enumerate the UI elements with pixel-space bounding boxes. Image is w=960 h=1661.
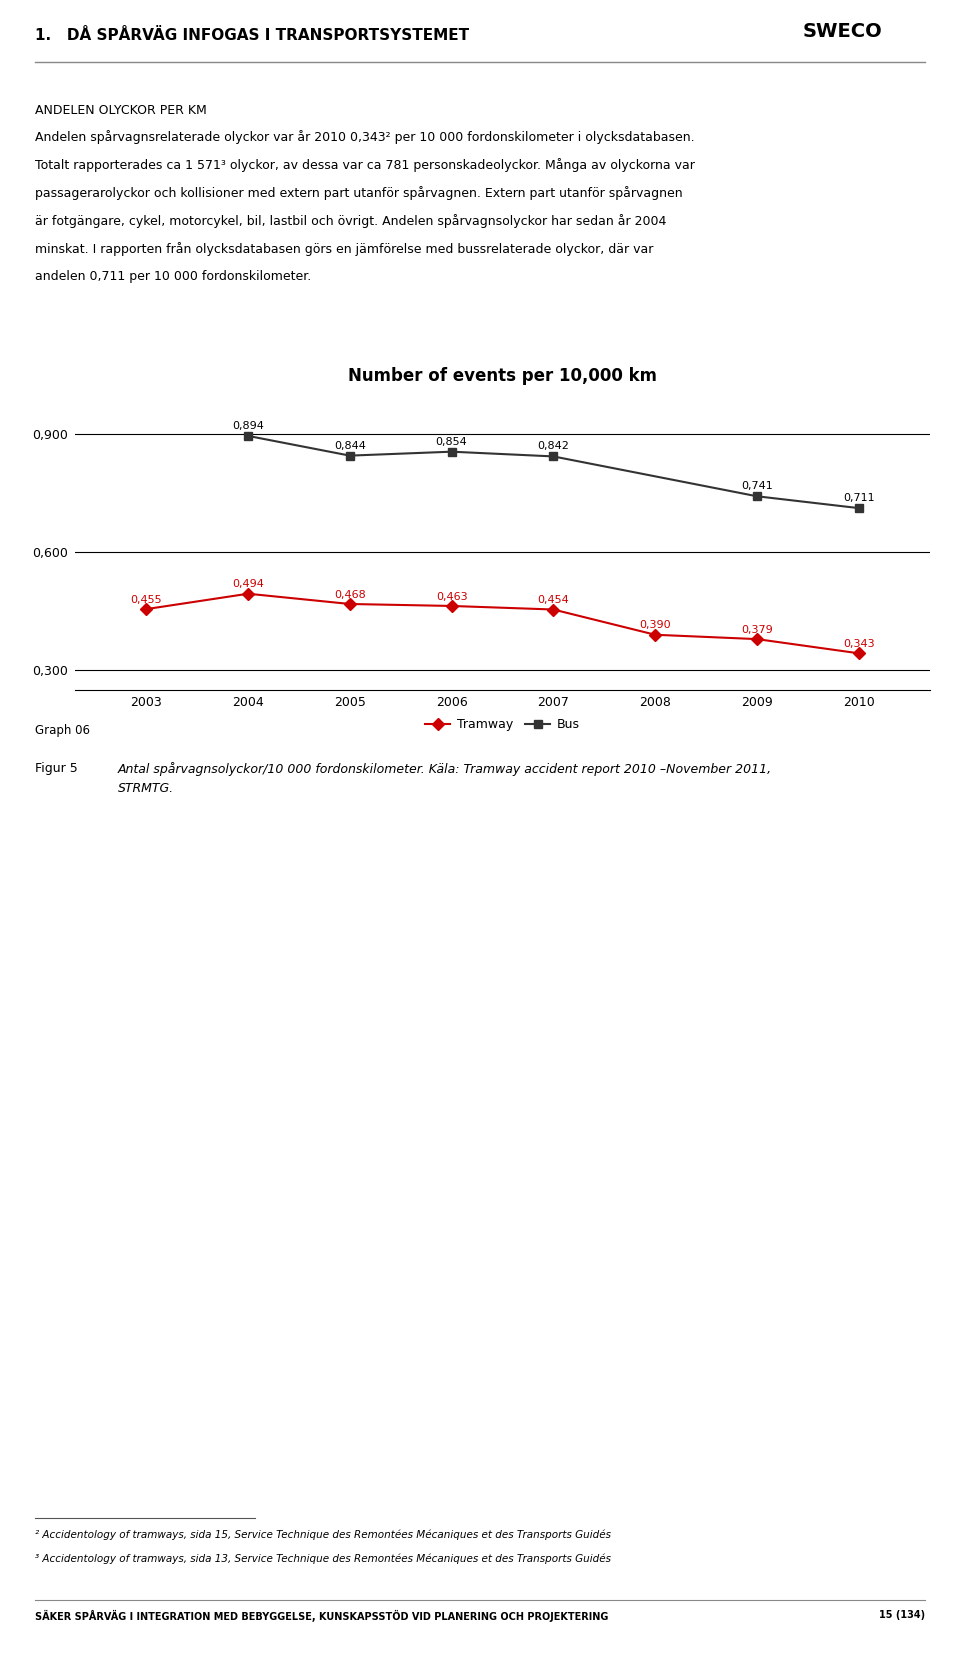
Text: 0,854: 0,854	[436, 437, 468, 447]
Text: 1.   DÅ SPÅRVÄG INFOGAS I TRANSPORTSYSTEMET: 1. DÅ SPÅRVÄG INFOGAS I TRANSPORTSYSTEME…	[35, 28, 469, 43]
Text: 0,741: 0,741	[741, 482, 773, 492]
Text: 0,379: 0,379	[741, 625, 773, 635]
Text: 0,894: 0,894	[232, 420, 264, 430]
Text: passagerarolyckor och kollisioner med extern part utanför spårvagnen. Extern par: passagerarolyckor och kollisioner med ex…	[35, 186, 683, 199]
Text: SWECO: SWECO	[803, 22, 883, 42]
Text: 0,494: 0,494	[232, 580, 264, 590]
Text: 0,455: 0,455	[131, 595, 162, 605]
Title: Number of events per 10,000 km: Number of events per 10,000 km	[348, 367, 657, 385]
Text: Andelen spårvagnsrelaterade olyckor var år 2010 0,343² per 10 000 fordonskilomet: Andelen spårvagnsrelaterade olyckor var …	[35, 130, 695, 145]
Text: minskat. I rapporten från olycksdatabasen görs en jämförelse med bussrelaterade : minskat. I rapporten från olycksdatabase…	[35, 243, 654, 256]
Text: Antal spårvagnsolyckor/10 000 fordonskilometer. Käla: Tramway accident report 20: Antal spårvagnsolyckor/10 000 fordonskil…	[118, 762, 772, 776]
Text: 15 (134): 15 (134)	[878, 1610, 925, 1619]
Text: Totalt rapporterades ca 1 571³ olyckor, av dessa var ca 781 personskadeolyckor. : Totalt rapporterades ca 1 571³ olyckor, …	[35, 158, 695, 173]
Text: 0,454: 0,454	[538, 595, 569, 605]
Text: 0,844: 0,844	[334, 440, 366, 450]
Text: Graph 06: Graph 06	[35, 724, 90, 737]
Text: ³ Accidentology of tramways, sida 13, Service Technique des Remontées Mécaniques: ³ Accidentology of tramways, sida 13, Se…	[35, 1553, 611, 1563]
Text: STRMTG.: STRMTG.	[118, 782, 174, 796]
Text: andelen 0,711 per 10 000 fordonskilometer.: andelen 0,711 per 10 000 fordonskilomete…	[35, 271, 311, 282]
Text: Figur 5: Figur 5	[35, 762, 78, 776]
Legend: Tramway, Bus: Tramway, Bus	[420, 713, 585, 736]
Text: 0,842: 0,842	[538, 442, 569, 452]
Text: 0,390: 0,390	[639, 621, 671, 631]
Text: är fotgängare, cykel, motorcykel, bil, lastbil och övrigt. Andelen spårvagnsolyc: är fotgängare, cykel, motorcykel, bil, l…	[35, 214, 666, 228]
Text: ² Accidentology of tramways, sida 15, Service Technique des Remontées Mécaniques: ² Accidentology of tramways, sida 15, Se…	[35, 1530, 611, 1540]
Text: 0,463: 0,463	[436, 591, 468, 601]
Text: 0,343: 0,343	[843, 639, 875, 649]
Text: 0,468: 0,468	[334, 590, 366, 600]
Text: 0,711: 0,711	[843, 493, 875, 503]
Text: SÄKER SPÅRVÄG I INTEGRATION MED BEBYGGELSE, KUNSKAPSSTÖD VID PLANERING OCH PROJE: SÄKER SPÅRVÄG I INTEGRATION MED BEBYGGEL…	[35, 1610, 609, 1623]
Text: ANDELEN OLYCKOR PER KM: ANDELEN OLYCKOR PER KM	[35, 105, 206, 116]
